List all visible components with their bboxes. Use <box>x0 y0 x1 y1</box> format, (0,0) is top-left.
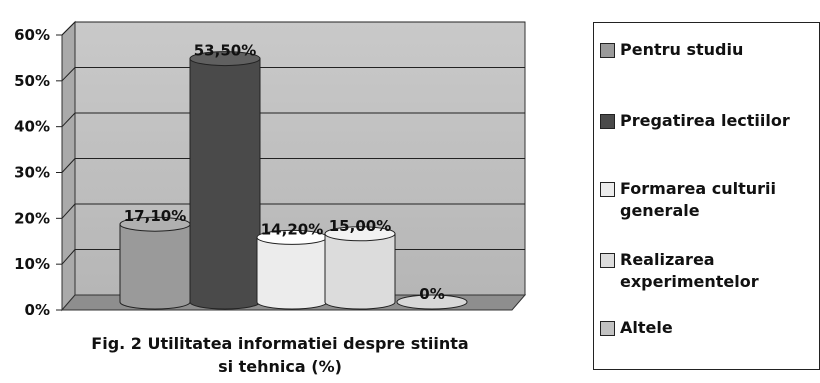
bar-cylinder-body <box>324 233 396 310</box>
bar-cylinder-top <box>396 294 468 310</box>
data-label: 0% <box>419 285 444 303</box>
y-tick-label: 40% <box>14 118 50 136</box>
legend-swatch <box>600 114 615 129</box>
gridline-side <box>61 203 76 219</box>
legend-item-formarea-culturii-generale: Formarea culturii generale <box>600 178 818 222</box>
data-label: 14,20% <box>261 220 323 238</box>
legend-item-altele: Altele <box>600 317 818 339</box>
legend: Pentru studiu Pregatirea lectiilor Forma… <box>593 22 820 370</box>
bar-cylinder-top <box>324 226 396 242</box>
bar-cylinder-body <box>119 223 191 310</box>
legend-item-realizarea-experimentelor: Realizarea experimentelor <box>600 249 818 293</box>
y-tick-label: 0% <box>25 301 50 319</box>
y-tick-label: 60% <box>14 26 50 44</box>
legend-swatch <box>600 43 615 58</box>
bar-cylinder-top <box>189 51 261 67</box>
gridline-side <box>61 112 76 128</box>
y-tick-label: 50% <box>14 72 50 90</box>
legend-label: Pregatirea lectiilor <box>620 111 790 130</box>
legend-label: Realizarea experimentelor <box>620 250 759 291</box>
data-labels: 17,10% 53,50% 14,20% 15,00% 0% <box>124 42 445 303</box>
bar-cylinder-body <box>189 58 261 310</box>
gridline-side <box>61 67 76 82</box>
legend-label: Pentru studiu <box>620 40 744 59</box>
gridline-side <box>61 21 76 36</box>
legend-swatch <box>600 253 615 268</box>
gridline-side <box>61 158 76 173</box>
bars <box>119 51 468 310</box>
legend-label: Altele <box>620 318 673 337</box>
caption-line-2: si tehnica (%) <box>218 357 342 376</box>
gridline-side <box>61 249 76 265</box>
bar-cylinder-body <box>256 236 328 310</box>
legend-item-pregatirea-lectiilor: Pregatirea lectiilor <box>600 110 818 132</box>
caption-line-1: Fig. 2 Utilitatea informatiei despre sti… <box>91 334 469 353</box>
y-tick-label: 10% <box>14 255 50 273</box>
legend-swatch <box>600 182 615 197</box>
legend-item-pentru-studiu: Pentru studiu <box>600 39 818 61</box>
y-tick-label: 20% <box>14 209 50 227</box>
figure-caption: Fig. 2 Utilitatea informatiei despre sti… <box>40 332 520 378</box>
data-label: 15,00% <box>329 217 391 235</box>
legend-swatch <box>600 321 615 336</box>
data-label: 17,10% <box>124 207 186 225</box>
y-tick-label: 30% <box>14 164 50 182</box>
data-label: 53,50% <box>194 42 256 60</box>
y-axis-ticks: 0% 10% 20% 30% 40% 50% 60% <box>14 26 62 319</box>
legend-label: Formarea culturii generale <box>620 179 776 220</box>
